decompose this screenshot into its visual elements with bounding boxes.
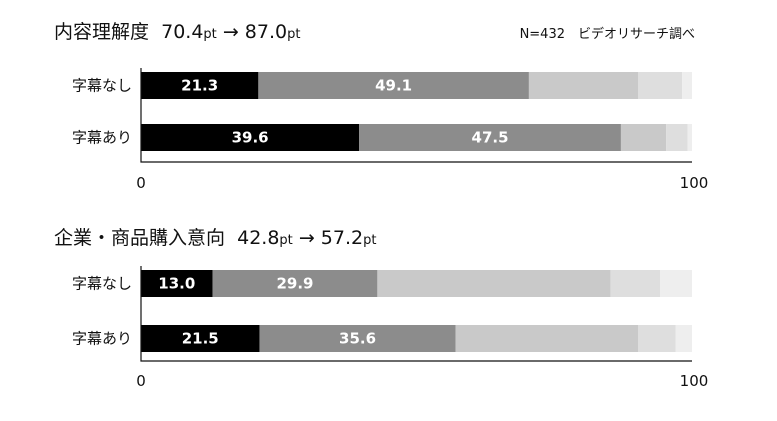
bar-value-label: 13.0 <box>158 275 195 293</box>
title-arrow: → <box>223 21 239 43</box>
panel-title-label: 企業・商品購入意向 <box>54 227 225 249</box>
title-after-unit: pt <box>287 27 300 42</box>
bar-value-label: 29.9 <box>276 275 313 293</box>
bar-segment-3 <box>620 124 667 151</box>
title-before-unit: pt <box>279 233 292 248</box>
bar-segment-2 <box>259 325 456 352</box>
title-after-value: 57.2 <box>321 227 363 249</box>
title-before-value: 70.4 <box>161 21 203 43</box>
tick-label: 100 <box>680 372 709 390</box>
tick-label: 0 <box>136 174 146 192</box>
bar-segment-1 <box>141 270 213 297</box>
title-before-value: 42.8 <box>237 227 279 249</box>
panel-title: 企業・商品購入意向 42.8pt → 57.2pt <box>54 227 376 249</box>
title-arrow: → <box>299 227 315 249</box>
bar-value-label: 21.5 <box>182 330 219 348</box>
title-gap <box>149 21 161 43</box>
bar-segment-3 <box>528 72 638 99</box>
title-before-unit: pt <box>203 27 216 42</box>
bar-segment-1 <box>141 72 259 99</box>
title-after-value: 87.0 <box>245 21 287 43</box>
bar-segment-5 <box>675 325 692 352</box>
panel-title-label: 内容理解度 <box>54 21 149 43</box>
bar-segment-4 <box>666 124 688 151</box>
bar-value-label: 39.6 <box>232 129 269 147</box>
row-label: 字幕なし <box>72 77 132 95</box>
row-label: 字幕なし <box>72 275 132 293</box>
bar-value-label: 47.5 <box>472 129 509 147</box>
tick-label: 100 <box>680 174 709 192</box>
axis-line <box>140 266 692 362</box>
bar-segment-2 <box>359 124 621 151</box>
bar-segment-2 <box>258 72 529 99</box>
bar-segment-3 <box>377 270 611 297</box>
bar-segment-5 <box>687 124 692 151</box>
bar-segment-4 <box>638 72 683 99</box>
bar-segment-4 <box>638 325 676 352</box>
panel-title: 内容理解度 70.4pt → 87.0pt <box>54 21 300 43</box>
bar-segment-5 <box>682 72 692 99</box>
bar-segment-4 <box>610 270 661 297</box>
tick-label: 0 <box>136 372 146 390</box>
row-label: 字幕あり <box>72 330 132 348</box>
bar-segment-2 <box>212 270 378 297</box>
bar-value-label: 21.3 <box>181 77 218 95</box>
bar-segment-5 <box>660 270 692 297</box>
source-note: N=432 ビデオリサーチ調べ <box>520 26 695 42</box>
axis-line <box>140 68 692 163</box>
bar-value-label: 49.1 <box>375 77 412 95</box>
row-label: 字幕あり <box>72 129 132 147</box>
bar-segment-1 <box>141 124 360 151</box>
bar-segment-1 <box>141 325 260 352</box>
bar-value-label: 35.6 <box>339 330 376 348</box>
title-after-unit: pt <box>363 233 376 248</box>
bar-segment-3 <box>455 325 638 352</box>
title-gap <box>225 227 237 249</box>
